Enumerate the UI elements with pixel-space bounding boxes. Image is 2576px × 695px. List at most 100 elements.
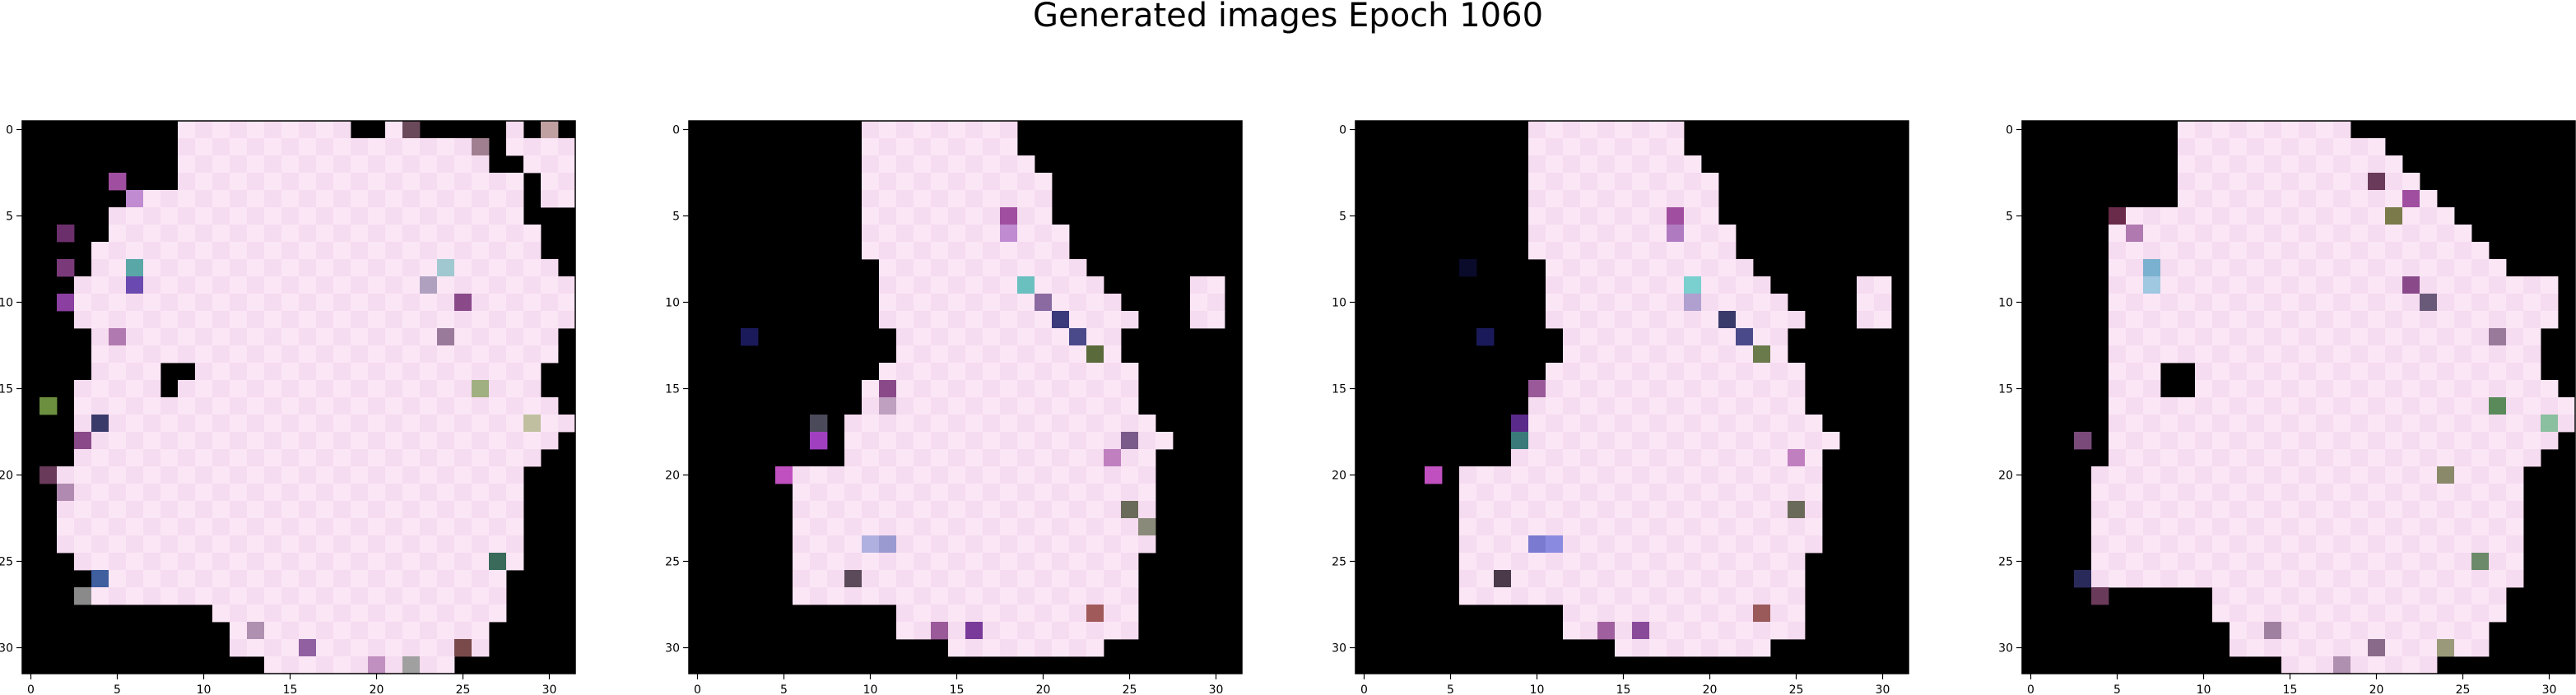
- image-pixel: [1546, 242, 1564, 260]
- image-pixel: [2541, 311, 2559, 329]
- image-pixel: [178, 380, 196, 398]
- image-pixel: [2489, 432, 2507, 450]
- image-pixel: [1667, 207, 1685, 225]
- image-pixel: [1615, 345, 1633, 364]
- image-pixel: [2385, 466, 2403, 484]
- image-pixel: [2506, 294, 2524, 312]
- image-pixel: [862, 449, 880, 467]
- image-pixel: [299, 190, 317, 208]
- x-tick-label: 15: [1616, 683, 1631, 695]
- image-pixel: [2368, 553, 2386, 571]
- image-pixel: [333, 553, 351, 571]
- image-pixel: [1000, 328, 1018, 346]
- image-pixel: [1086, 311, 1104, 329]
- image-pixel: [1667, 432, 1685, 450]
- image-pixel: [2333, 570, 2351, 588]
- image-pixel: [2454, 363, 2472, 381]
- image-pixel: [896, 432, 914, 450]
- image-pixel: [2178, 518, 2196, 536]
- image-pixel: [965, 345, 983, 364]
- image-pixel: [983, 415, 1001, 433]
- image-pixel: [844, 432, 863, 450]
- image-pixel: [437, 311, 455, 329]
- image-pixel: [2316, 294, 2334, 312]
- image-pixel: [109, 294, 127, 312]
- image-pixel: [948, 363, 966, 381]
- image-pixel: [2402, 432, 2420, 450]
- image-pixel: [2247, 138, 2265, 156]
- image-pixel: [1684, 363, 1702, 381]
- image-pixel: [2212, 155, 2230, 174]
- image-pixel: [2281, 605, 2299, 623]
- image-pixel: [489, 587, 507, 605]
- image-pixel: [1632, 345, 1650, 364]
- image-pixel: [212, 138, 230, 156]
- image-pixel: [2385, 190, 2403, 208]
- image-pixel: [437, 328, 455, 346]
- image-pixel: [230, 155, 248, 174]
- image-pixel: [281, 501, 300, 519]
- image-pixel: [2454, 622, 2472, 640]
- image-pixel: [931, 276, 949, 294]
- image-pixel: [385, 155, 403, 174]
- image-pixel: [1563, 173, 1581, 191]
- image-pixel: [1684, 276, 1702, 294]
- image-pixel: [1753, 570, 1771, 588]
- image-pixel: [2489, 259, 2507, 277]
- image-pixel: [2506, 345, 2524, 364]
- image-pixel: [1736, 276, 1754, 294]
- image-pixel: [914, 190, 932, 208]
- image-pixel: [1684, 518, 1702, 536]
- image-pixel: [437, 553, 455, 571]
- image-pixel: [1035, 484, 1053, 502]
- image-pixel: [1597, 121, 1616, 139]
- image-pixel: [2489, 276, 2507, 294]
- image-pixel: [2316, 484, 2334, 502]
- image-pixel: [333, 432, 351, 450]
- image-pixel: [914, 449, 932, 467]
- image-pixel: [126, 259, 144, 277]
- image-pixel: [420, 207, 438, 225]
- image-pixel: [1770, 518, 1788, 536]
- image-pixel: [212, 363, 230, 381]
- y-tick-label: 15: [0, 383, 13, 396]
- image-pixel: [1528, 587, 1546, 605]
- image-pixel: [299, 518, 317, 536]
- image-pixel: [212, 587, 230, 605]
- image-pixel: [299, 311, 317, 329]
- image-pixel: [454, 415, 472, 433]
- image-pixel: [247, 207, 265, 225]
- image-pixel: [178, 328, 196, 346]
- image-pixel: [2506, 276, 2524, 294]
- image-pixel: [1788, 518, 1806, 536]
- image-pixel: [1597, 173, 1616, 191]
- image-pixel: [2333, 397, 2351, 415]
- image-pixel: [368, 449, 386, 467]
- image-pixel: [2160, 432, 2178, 450]
- image-pixel: [879, 432, 897, 450]
- image-pixel: [914, 121, 932, 139]
- image-pixel: [385, 484, 403, 502]
- image-pixel: [896, 363, 914, 381]
- image-pixel: [2230, 639, 2248, 657]
- image-pixel: [160, 501, 179, 519]
- image-pixel: [914, 363, 932, 381]
- image-pixel: [1615, 570, 1633, 588]
- image-pixel: [523, 276, 542, 294]
- image-pixel: [126, 225, 144, 243]
- image-pixel: [506, 173, 524, 191]
- image-pixel: [914, 570, 932, 588]
- image-pixel: [1563, 415, 1581, 433]
- image-pixel: [896, 207, 914, 225]
- image-pixel: [2230, 432, 2248, 450]
- image-pixel: [1069, 553, 1087, 571]
- image-pixel: [1580, 415, 1598, 433]
- image-pixel: [2195, 363, 2213, 381]
- image-pixel: [351, 397, 369, 415]
- image-pixel: [178, 138, 196, 156]
- image-pixel: [948, 380, 966, 398]
- image-pixel: [2420, 415, 2438, 433]
- image-pixel: [385, 294, 403, 312]
- image-pixel: [1476, 587, 1495, 605]
- image-pixel: [1753, 397, 1771, 415]
